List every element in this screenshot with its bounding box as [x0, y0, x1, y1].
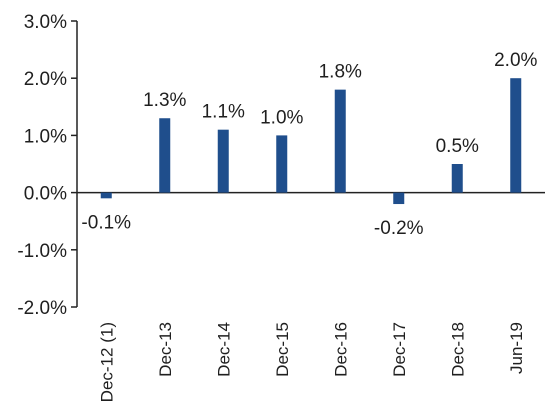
bar	[217, 129, 229, 193]
y-axis: 3.0% 2.0% 1.0% 0.0% -1.0% -2.0%	[17, 12, 78, 319]
y-tick-label: 2.0%	[24, 69, 67, 90]
category-labels: Dec-12 (1) Dec-13 Dec-14 Dec-15 Dec-16 Dec-17…	[97, 322, 526, 402]
data-label: -0.2%	[374, 218, 424, 239]
y-tick-label: 0.0%	[24, 184, 67, 205]
bar	[100, 192, 112, 199]
data-label: 1.3%	[143, 90, 186, 111]
y-tick-label: 1.0%	[24, 126, 67, 147]
data-label: 1.8%	[319, 62, 362, 83]
y-tick-label: 3.0%	[24, 12, 67, 33]
y-tick-label: -1.0%	[17, 241, 67, 262]
bar	[393, 192, 405, 205]
bar	[159, 118, 171, 193]
category-label: Dec-13	[156, 322, 175, 377]
data-label: 0.5%	[436, 136, 479, 157]
bar	[276, 135, 288, 193]
category-label: Dec-17	[390, 322, 409, 377]
category-label: Dec-12 (1)	[97, 322, 116, 402]
category-label: Dec-14	[214, 322, 233, 377]
data-label: 1.0%	[260, 107, 303, 128]
category-label: Dec-16	[331, 322, 350, 377]
bar	[510, 78, 522, 193]
data-label: -0.1%	[81, 212, 131, 233]
category-label: Jun-19	[507, 322, 526, 374]
data-label: 2.0%	[494, 50, 537, 71]
data-label: 1.1%	[202, 102, 245, 123]
y-tick-label: -2.0%	[17, 298, 67, 319]
category-label: Dec-18	[448, 322, 467, 377]
data-labels: -0.1% 1.3% 1.1% 1.0% 1.8% -0.2% 0.5% 2.0%	[81, 50, 537, 239]
category-label: Dec-15	[273, 322, 292, 377]
bar	[334, 89, 346, 193]
bar	[451, 164, 463, 193]
bars	[100, 78, 522, 205]
